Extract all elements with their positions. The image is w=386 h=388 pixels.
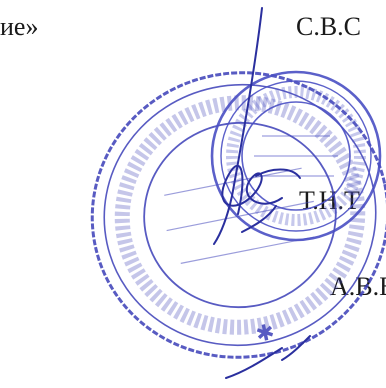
company-seal-stamp [210, 70, 382, 242]
signatory-name-1: С.В.С [296, 12, 362, 41]
svg-text:✱: ✱ [254, 320, 277, 348]
quote-fragment: ие» [0, 12, 39, 41]
school-seal-stamp: ✱ [90, 71, 386, 359]
handwritten-signature [213, 7, 311, 379]
